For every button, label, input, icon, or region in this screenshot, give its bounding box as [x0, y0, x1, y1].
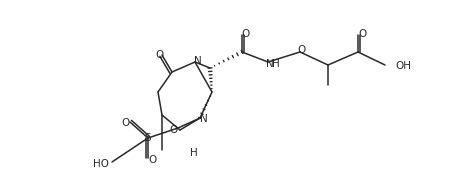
- Text: O: O: [122, 118, 130, 128]
- Text: S: S: [144, 133, 151, 143]
- Text: O: O: [156, 50, 164, 60]
- Text: O: O: [358, 29, 366, 39]
- Text: HO: HO: [93, 159, 109, 169]
- Text: O: O: [241, 29, 249, 39]
- Text: O: O: [297, 45, 305, 55]
- Text: N: N: [266, 59, 273, 69]
- Text: N: N: [193, 56, 202, 66]
- Text: H: H: [190, 148, 198, 158]
- Text: OH: OH: [394, 61, 410, 71]
- Text: N: N: [200, 114, 207, 124]
- Text: O: O: [148, 155, 157, 165]
- Text: O: O: [170, 125, 178, 135]
- Text: H: H: [272, 59, 279, 69]
